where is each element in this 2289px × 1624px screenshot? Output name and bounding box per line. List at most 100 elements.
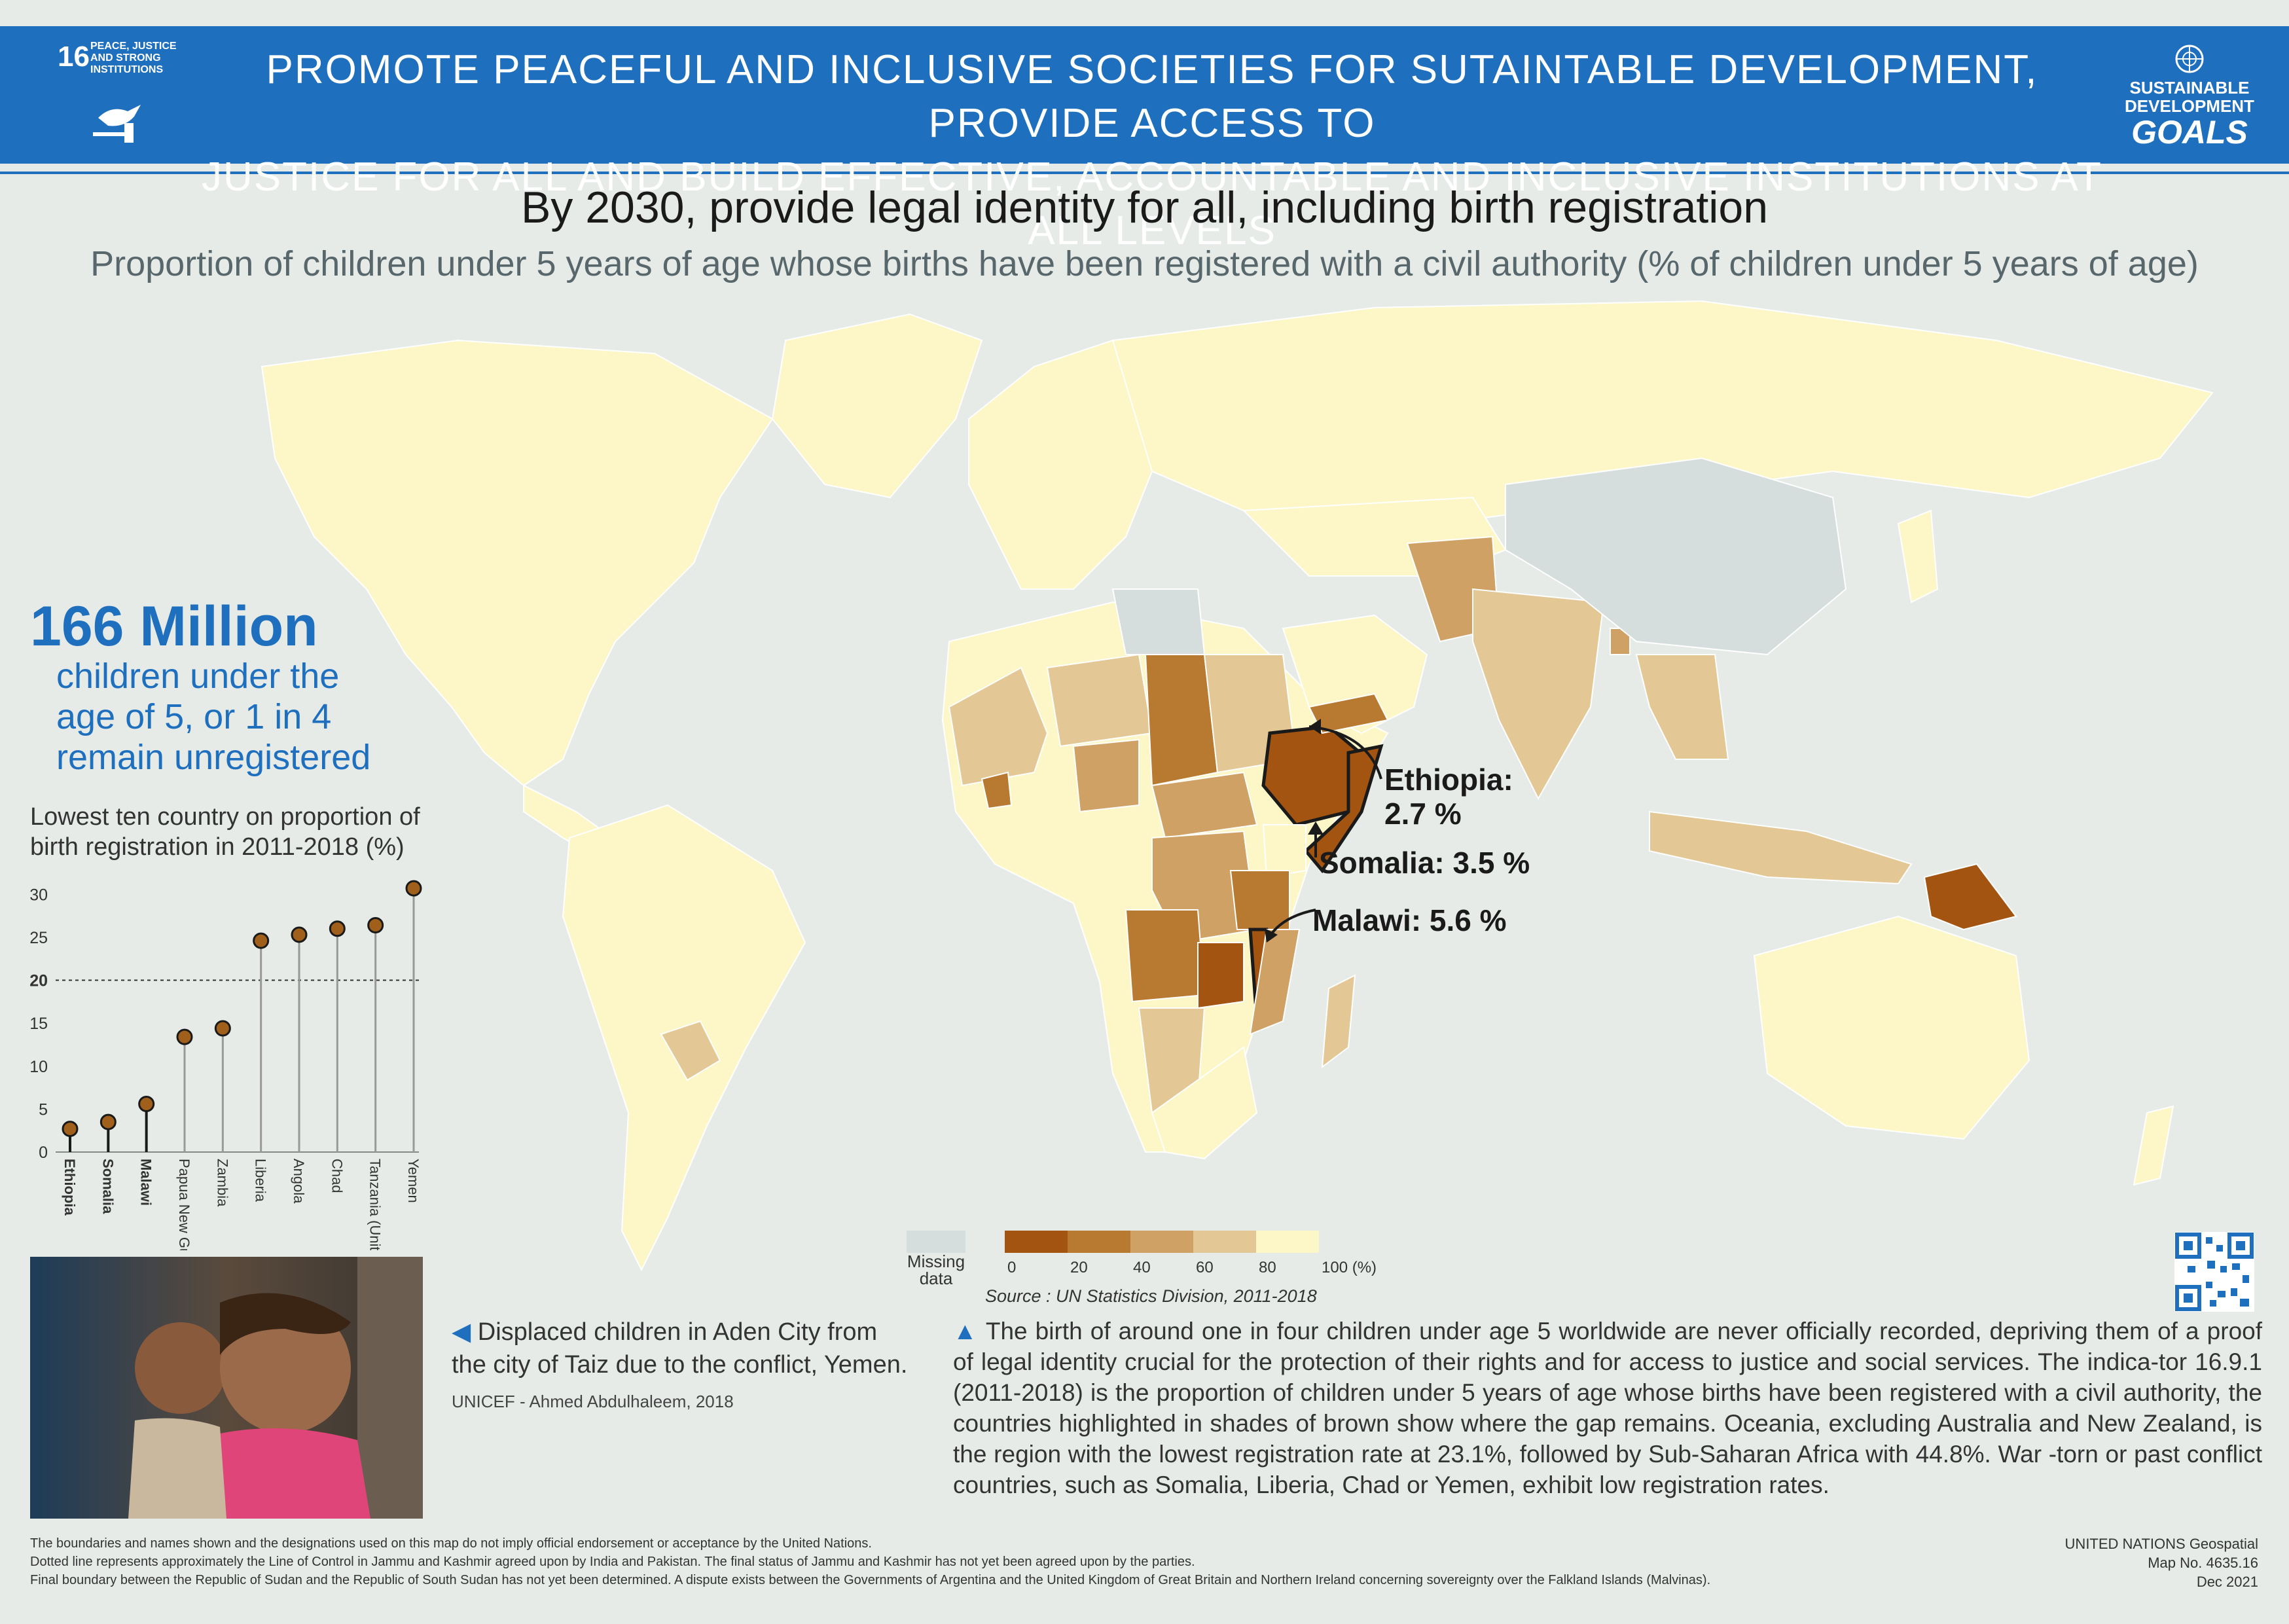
lollipop-point bbox=[329, 920, 346, 937]
map-liberia bbox=[981, 771, 1013, 810]
stat-line1: children under the bbox=[56, 657, 340, 696]
y-tick-label: 0 bbox=[39, 1144, 48, 1162]
map-mozambique bbox=[1249, 929, 1301, 1036]
footer-disclaimer: The boundaries and names shown and the d… bbox=[30, 1534, 1961, 1589]
legend-tick-label: 0 bbox=[1007, 1259, 1016, 1276]
malawi-label: Malawi: 5.6 % bbox=[1312, 903, 1507, 937]
legend-missing-swatch bbox=[907, 1231, 965, 1253]
banner-title-line2: JUSTICE FOR ALL AND BUILD EFFECTIVE, ACC… bbox=[201, 154, 2103, 253]
un-emblem-icon bbox=[2175, 45, 2204, 73]
banner-title: PROMOTE PEACEFUL AND INCLUSIVE SOCIETIES… bbox=[196, 43, 2108, 258]
stat-line3: remain unregistered bbox=[56, 738, 371, 777]
legend-missing-label: Missing bbox=[907, 1252, 965, 1271]
footer-line1: The boundaries and names shown and the d… bbox=[30, 1536, 872, 1551]
photo-credit: UNICEF - Ahmed Abdulhaleem, 2018 bbox=[452, 1392, 734, 1411]
ethiopia-label-line1: Ethiopia: bbox=[1384, 763, 1513, 797]
legend-tick-label: 80 bbox=[1259, 1259, 1276, 1276]
map-indonesia bbox=[1649, 810, 1913, 885]
y-tick-label: 15 bbox=[29, 1015, 48, 1033]
y-tick-label: 10 bbox=[29, 1058, 48, 1076]
photo-caption-text1: Displaced children in Aden City from bbox=[477, 1318, 878, 1346]
map-mali-niger bbox=[1046, 653, 1153, 748]
legend-swatch bbox=[1068, 1231, 1130, 1253]
lollipop-point bbox=[291, 926, 308, 943]
map-west-africa bbox=[948, 666, 1049, 787]
legend-swatch bbox=[1005, 1231, 1068, 1253]
map-source: Source : UN Statistics Division, 2011-20… bbox=[985, 1286, 1317, 1306]
map-tanzania bbox=[1229, 870, 1290, 930]
chart-title: Lowest ten country on proportion of birt… bbox=[30, 803, 420, 861]
legend-swatch bbox=[1193, 1231, 1256, 1253]
x-tick-label: Somalia bbox=[99, 1159, 116, 1214]
x-tick-label: Chad bbox=[329, 1159, 345, 1193]
qr-code-icon bbox=[2174, 1232, 2254, 1312]
description-paragraph: ▲ The birth of around one in four childr… bbox=[953, 1316, 2262, 1500]
x-tick-label: Ethiopia bbox=[62, 1159, 78, 1216]
legend-missing-label: data bbox=[920, 1269, 953, 1288]
map-south-africa bbox=[1151, 1046, 1258, 1160]
map-china bbox=[1505, 457, 1847, 656]
map-new-zealand bbox=[2133, 1105, 2174, 1186]
banner-title-line1: PROMOTE PEACEFUL AND INCLUSIVE SOCIETIES… bbox=[266, 47, 2038, 146]
x-tick-label: Papua New Guinea bbox=[176, 1159, 192, 1250]
photo-illustration bbox=[30, 1257, 423, 1519]
malawi-arrowhead bbox=[1265, 928, 1278, 943]
footer-date: Dec 2021 bbox=[2196, 1574, 2258, 1590]
page-subtitle: Proportion of children under 5 years of … bbox=[90, 244, 2199, 283]
y-tick-label: 25 bbox=[29, 929, 48, 947]
legend-swatch bbox=[1256, 1231, 1319, 1253]
map-paraguay bbox=[660, 1020, 721, 1081]
map-north-america bbox=[261, 339, 774, 787]
x-tick-label: Yemen bbox=[405, 1159, 422, 1203]
lollipop-point bbox=[405, 880, 422, 897]
x-tick-label: Zambia bbox=[214, 1159, 230, 1207]
lollipop-point bbox=[99, 1113, 117, 1130]
children-photo bbox=[30, 1257, 423, 1519]
lollipop-point bbox=[176, 1028, 193, 1045]
map-somalia bbox=[1303, 744, 1384, 874]
map-greenland bbox=[771, 313, 983, 499]
map-australia bbox=[1753, 915, 2030, 1140]
footer-line3: Final boundary between the Republic of S… bbox=[30, 1573, 1711, 1587]
lollipop-point bbox=[253, 932, 270, 949]
stat-description: children under the age of 5, or 1 in 4 r… bbox=[56, 656, 423, 778]
lollipop-chart: 0 5 10 15 20 25 30 Ethiopia Somalia Malawi Papua N… bbox=[29, 880, 422, 1250]
footer-map-info: UNITED NATIONS Geospatial Map No. 4635.1… bbox=[2029, 1534, 2258, 1591]
footer-map-number: Map No. 4635.16 bbox=[2148, 1555, 2258, 1571]
photo-caption: ◀ Displaced children in Aden City from t… bbox=[452, 1316, 910, 1381]
lollipop-point bbox=[138, 1096, 155, 1112]
lollipop-point bbox=[62, 1121, 79, 1138]
map-nigeria bbox=[1072, 738, 1140, 813]
description-text: The birth of around one in four children… bbox=[953, 1318, 2263, 1498]
photo-caption-line2: the city of Taiz due to the conflict, Ye… bbox=[452, 1351, 908, 1379]
x-tick-label: Angola bbox=[291, 1159, 307, 1204]
footer-org: UNITED NATIONS Geospatial bbox=[2064, 1536, 2258, 1552]
legend-swatch bbox=[1130, 1231, 1193, 1253]
somalia-label: Somalia: 3.5 % bbox=[1319, 846, 1530, 880]
somalia-arrowhead bbox=[1308, 821, 1324, 835]
lollipop-point bbox=[214, 1020, 231, 1037]
lollipop-point bbox=[367, 917, 384, 933]
map-zambia bbox=[1197, 942, 1244, 1009]
logo-line1: SUSTAINABLE bbox=[2129, 78, 2250, 98]
sdg16-icon bbox=[93, 105, 141, 143]
legend-tick-label: 40 bbox=[1133, 1259, 1151, 1276]
sdg-logo: SUSTAINABLE DEVELOPMENT GOALS bbox=[2114, 43, 2265, 149]
y-tick-label: 30 bbox=[29, 886, 48, 904]
x-tick-label: Tanzania (United Rep. of) bbox=[367, 1159, 384, 1250]
page-title: By 2030, provide legal identity for all,… bbox=[520, 183, 1769, 232]
left-triangle-icon: ◀ bbox=[452, 1318, 478, 1346]
up-triangle-icon: ▲ bbox=[953, 1318, 986, 1344]
legend-tick-label: 20 bbox=[1070, 1259, 1088, 1276]
map-madagascar bbox=[1321, 974, 1356, 1069]
header-banner bbox=[0, 26, 2289, 164]
map-se-asia bbox=[1635, 654, 1729, 760]
legend-tick-label: 100 (%) bbox=[1322, 1259, 1377, 1276]
map-png bbox=[1923, 863, 2017, 931]
stat-headline: 166 Million bbox=[30, 595, 318, 658]
logo-line3: GOALS bbox=[2131, 114, 2248, 151]
photo-caption-line1: ◀ Displaced children in Aden City from bbox=[452, 1316, 910, 1348]
y-tick-label: 20 bbox=[29, 972, 48, 990]
logo-line2: DEVELOPMENT bbox=[2125, 96, 2254, 116]
